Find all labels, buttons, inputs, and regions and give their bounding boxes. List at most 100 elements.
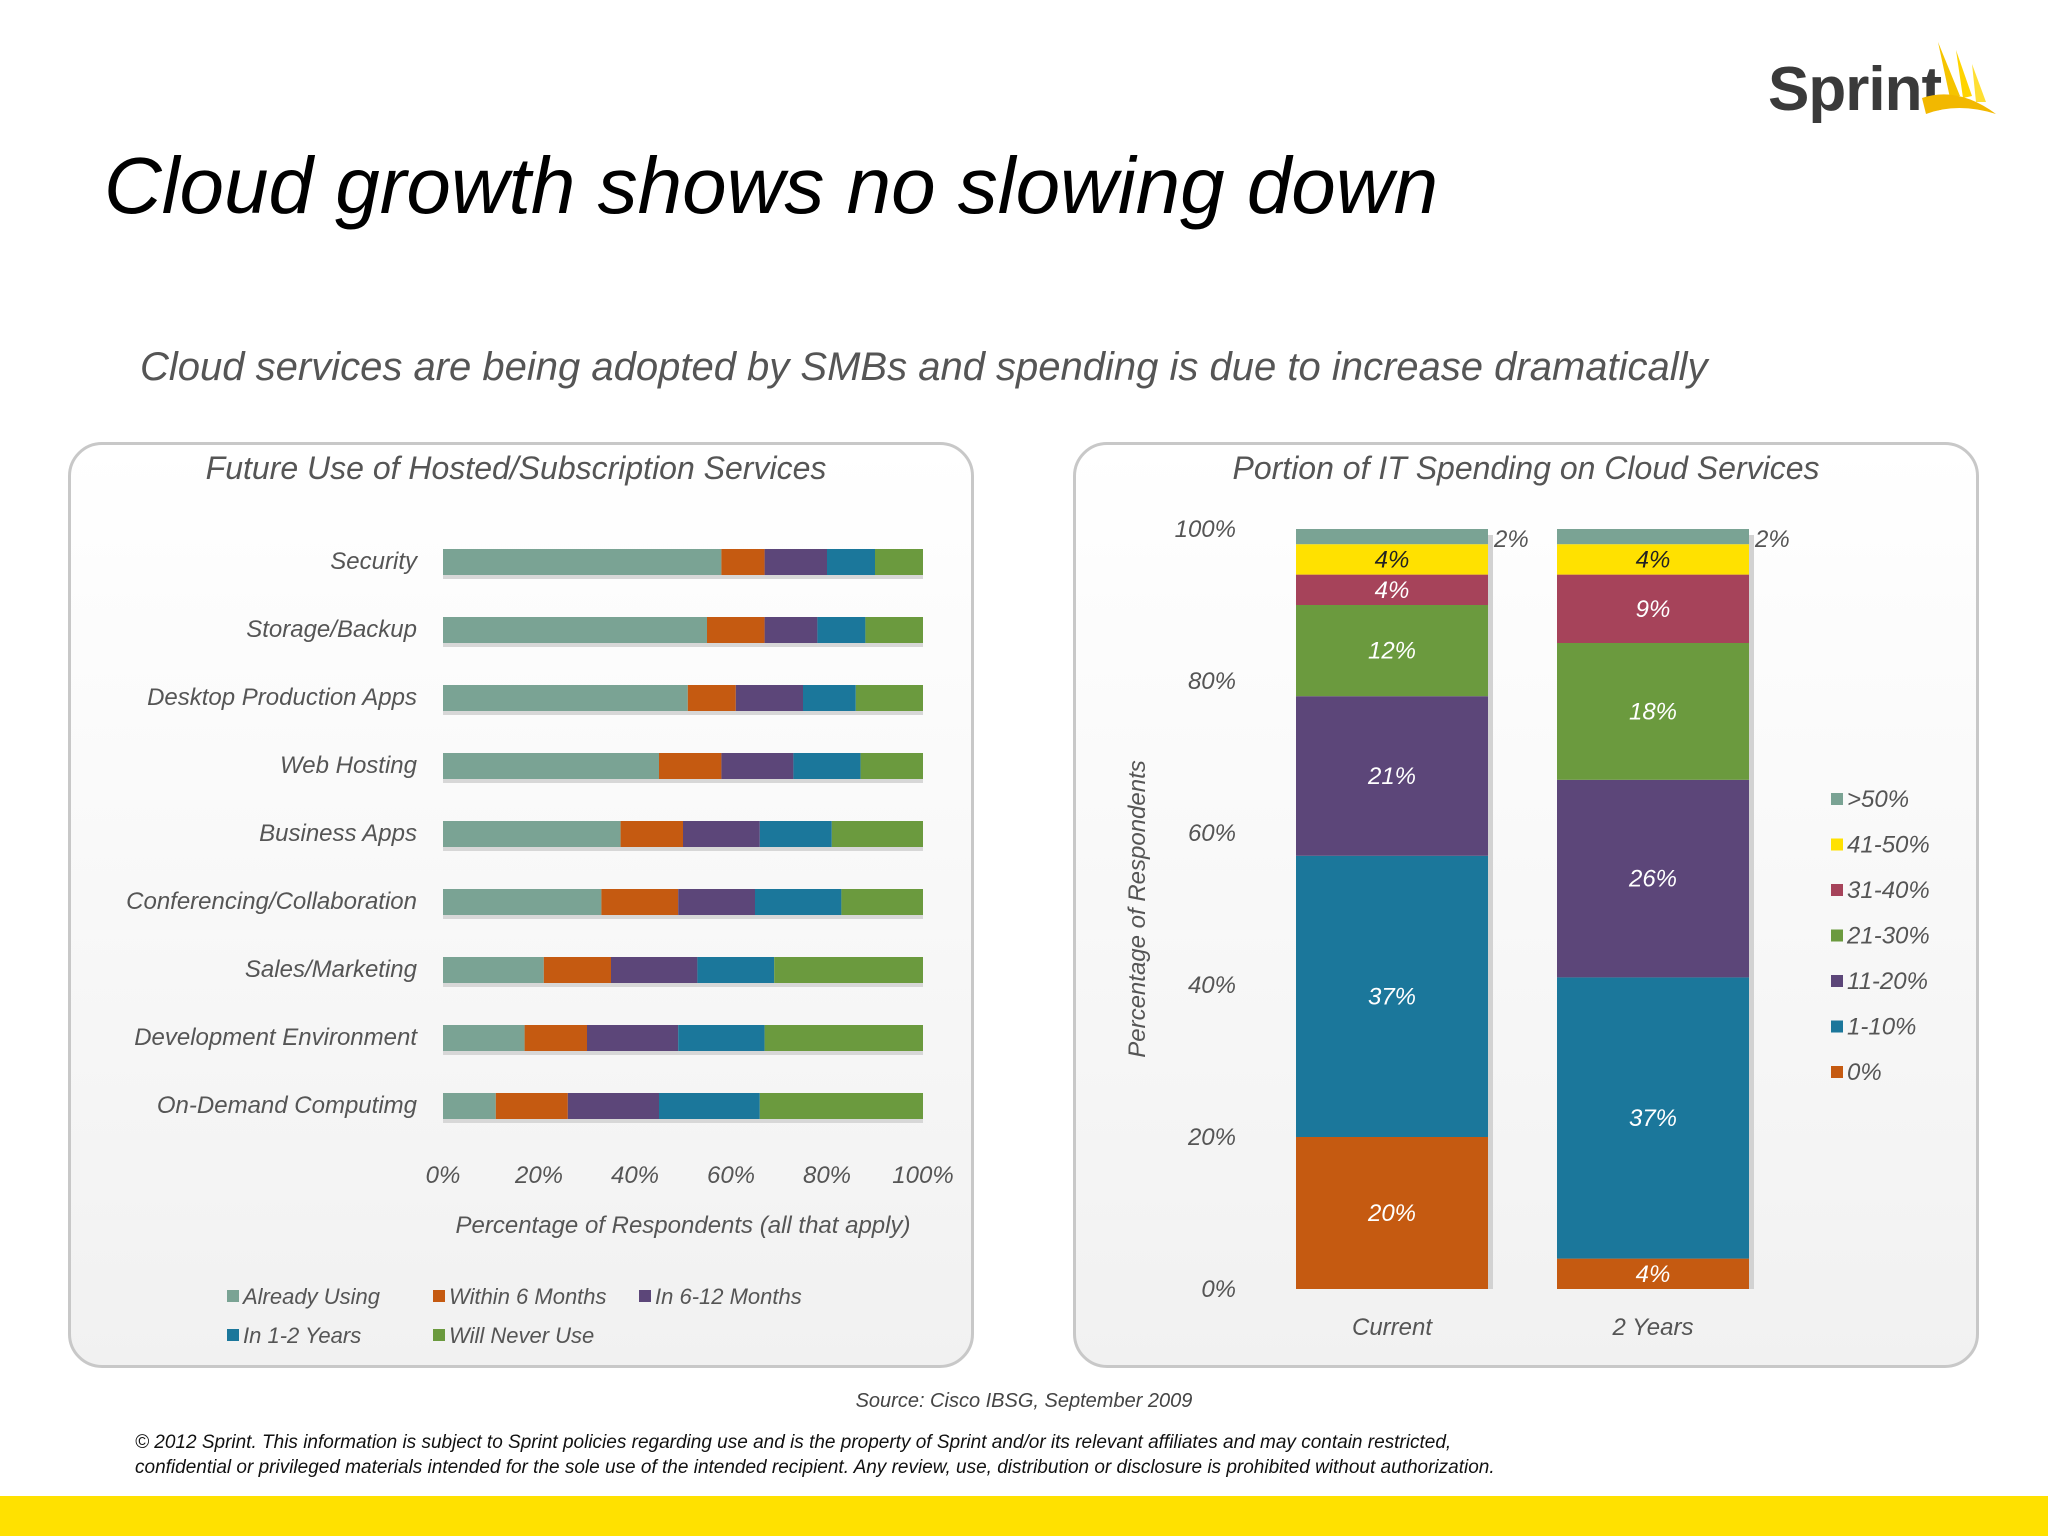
- future-use-chart-panel: Future Use of Hosted/Subscription Servic…: [68, 442, 974, 1368]
- data-label: 18%: [1629, 698, 1677, 725]
- category-label: Sales/Marketing: [245, 956, 418, 983]
- x-tick-label: 0%: [426, 1162, 461, 1189]
- legend-label: 21-30%: [1846, 923, 1930, 950]
- copyright-line-2: confidential or privileged materials int…: [135, 1457, 1495, 1478]
- data-label: 2%: [1493, 526, 1529, 553]
- bar-segment: [678, 889, 755, 915]
- bar-segment: [1296, 574, 1488, 605]
- legend-swatch: [639, 1290, 651, 1302]
- bar-segment: [697, 957, 775, 983]
- bar-shadow: [443, 915, 923, 919]
- data-label: 12%: [1368, 638, 1416, 665]
- legend-label: >50%: [1847, 786, 1909, 813]
- chart-title: Portion of IT Spending on Cloud Services: [1233, 450, 1820, 486]
- bar-segment: [865, 617, 923, 643]
- category-label: Conferencing/Collaboration: [126, 888, 417, 915]
- category-label: Security: [330, 548, 419, 575]
- legend-swatch: [1831, 793, 1843, 805]
- legend-label: In 1-2 Years: [243, 1323, 361, 1348]
- bar-segment: [443, 753, 659, 779]
- bar-segment: [803, 685, 856, 711]
- bar-segment: [443, 1025, 525, 1051]
- category-label: On-Demand Computimg: [157, 1092, 418, 1119]
- it-spending-chart-panel: Portion of IT Spending on Cloud Services…: [1073, 442, 1979, 1368]
- bar-segment: [443, 549, 722, 575]
- bar-segment: [443, 821, 621, 847]
- bar-segment: [524, 1025, 587, 1051]
- bar-segment: [841, 889, 923, 915]
- legend-swatch: [1831, 884, 1843, 896]
- data-label: 9%: [1636, 596, 1671, 623]
- x-tick-label: 80%: [803, 1162, 851, 1189]
- it-spending-chart: Portion of IT Spending on Cloud Services…: [1124, 450, 1930, 1341]
- bar-shadow: [443, 1051, 923, 1055]
- bar-segment: [793, 753, 861, 779]
- bar-segment: [764, 617, 818, 643]
- bar-segment: [443, 685, 688, 711]
- legend-label: 11-20%: [1847, 968, 1928, 995]
- legend-swatch: [433, 1290, 445, 1302]
- legend-label: 1-10%: [1847, 1014, 1916, 1041]
- data-label: 4%: [1636, 546, 1671, 573]
- bar-segment: [831, 821, 923, 847]
- copyright-line-1: © 2012 Sprint. This information is subje…: [135, 1432, 1452, 1453]
- future-use-chart: Future Use of Hosted/Subscription Servic…: [126, 450, 954, 1348]
- data-label: 26%: [1628, 866, 1677, 893]
- category-label: Storage/Backup: [246, 616, 417, 643]
- page-title: Cloud growth shows no slowing down: [104, 141, 1439, 230]
- bar-segment: [611, 957, 698, 983]
- bar-segment: [817, 617, 866, 643]
- bar-segment: [764, 1025, 923, 1051]
- bar-segment: [827, 549, 875, 575]
- bar-segment: [567, 1093, 659, 1119]
- x-tick-label: 60%: [707, 1162, 755, 1189]
- legend-label: Will Never Use: [449, 1323, 594, 1348]
- bar-segment: [1296, 855, 1488, 1137]
- data-label: 20%: [1367, 1200, 1416, 1227]
- bar-segment: [1296, 529, 1488, 545]
- x-tick-label: 100%: [892, 1162, 953, 1189]
- legend-label: 41-50%: [1847, 832, 1930, 859]
- y-tick-label: 40%: [1188, 972, 1236, 999]
- x-axis-label: Percentage of Respondents (all that appl…: [456, 1212, 911, 1239]
- bar-segment: [735, 685, 803, 711]
- bar-segment: [755, 889, 842, 915]
- bar-segment: [659, 1093, 760, 1119]
- category-label: Web Hosting: [280, 752, 418, 779]
- bar-segment: [443, 1093, 496, 1119]
- bar-segment: [678, 1025, 765, 1051]
- bar-segment: [687, 685, 736, 711]
- bar-segment: [1296, 696, 1488, 856]
- data-label: 37%: [1368, 983, 1416, 1010]
- bar-segment: [495, 1093, 568, 1119]
- legend-swatch: [227, 1290, 239, 1302]
- logo-wordmark: Sprint: [1768, 55, 1942, 124]
- bar-shadow: [443, 643, 923, 647]
- bar-segment: [1557, 977, 1749, 1259]
- bar-segment: [1557, 544, 1749, 575]
- source-note: Source: Cisco IBSG, September 2009: [855, 1390, 1193, 1412]
- bar-segment: [1296, 1137, 1488, 1289]
- bar-segment: [587, 1025, 679, 1051]
- bar-segment: [860, 753, 923, 779]
- data-label: 4%: [1375, 546, 1410, 573]
- legend-swatch: [433, 1329, 445, 1341]
- x-tick-label: 20%: [514, 1162, 563, 1189]
- category-label: Desktop Production Apps: [147, 684, 417, 711]
- legend-label: 0%: [1847, 1059, 1882, 1086]
- category-label: 2 Years: [1612, 1314, 1694, 1341]
- bar-segment: [1557, 1258, 1749, 1289]
- category-label: Current: [1352, 1314, 1433, 1341]
- bar-segment: [543, 957, 611, 983]
- bar-segment: [1557, 529, 1749, 545]
- bar-segment: [774, 957, 923, 983]
- legend-swatch: [1831, 1066, 1843, 1078]
- legend-label: In 6-12 Months: [655, 1284, 802, 1309]
- bar-segment: [721, 753, 794, 779]
- bar-segment: [1557, 643, 1749, 780]
- y-tick-label: 0%: [1201, 1276, 1236, 1303]
- bar-shadow: [443, 575, 923, 579]
- category-label: Business Apps: [259, 820, 417, 847]
- bar-shadow: [1488, 535, 1493, 1289]
- bar-segment: [1557, 574, 1749, 643]
